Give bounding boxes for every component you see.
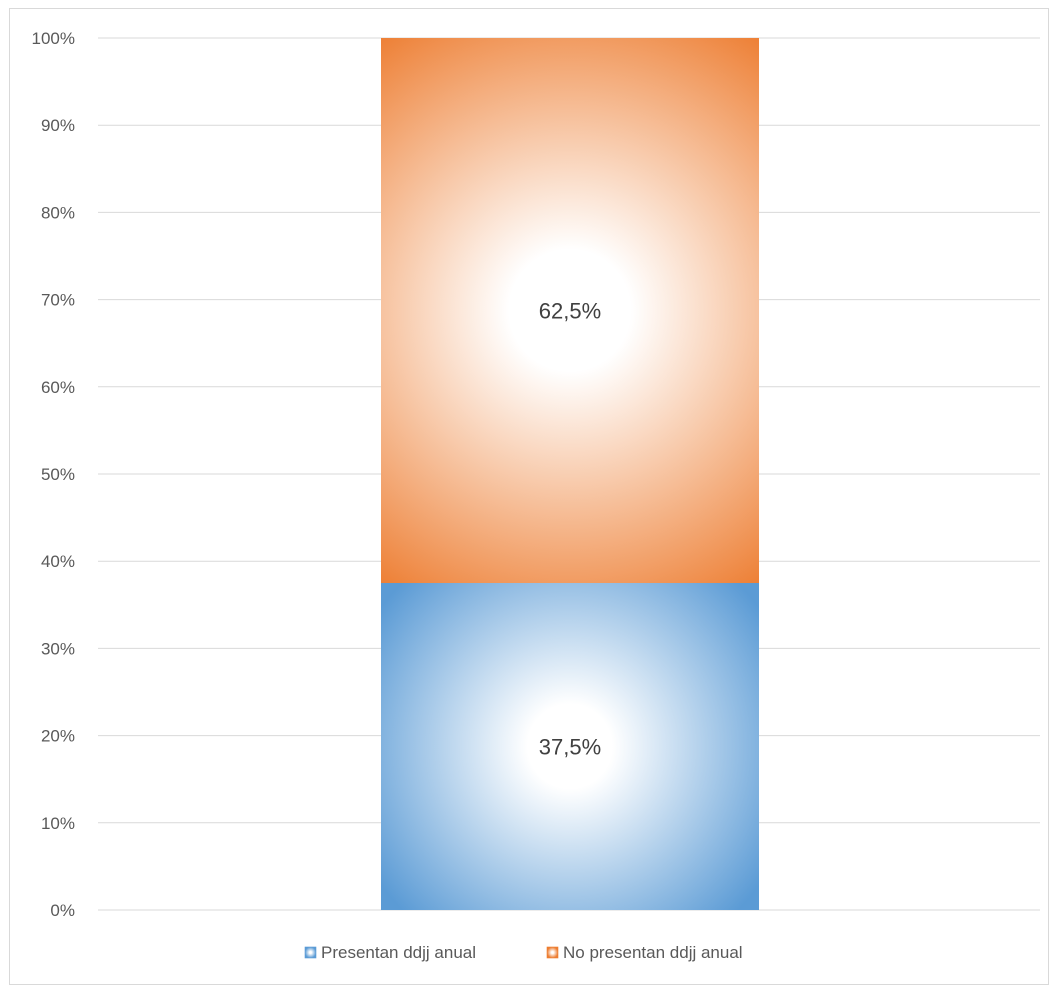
y-tick-label: 30% [41, 639, 75, 658]
bar-segments [381, 38, 759, 910]
data-label: 37,5% [539, 735, 601, 760]
y-axis-tick-labels: 0% 10% 20% 30% 40% 50% 60% 70% 80% 90% 100% [32, 29, 75, 920]
y-tick-label: 10% [41, 814, 75, 833]
y-tick-label: 50% [41, 465, 75, 484]
y-tick-label: 60% [41, 378, 75, 397]
legend: Presentan ddjj anual No presentan ddjj an… [304, 943, 743, 962]
legend-swatch [546, 946, 559, 959]
legend-swatch [304, 946, 317, 959]
y-tick-label: 70% [41, 291, 75, 310]
legend-label: Presentan ddjj anual [321, 943, 476, 962]
y-tick-label: 80% [41, 203, 75, 222]
bar-segment-presentan [381, 583, 759, 910]
bar-segment-no-presentan [381, 38, 759, 583]
y-tick-label: 100% [32, 29, 75, 48]
y-tick-label: 40% [41, 552, 75, 571]
y-tick-label: 0% [50, 901, 75, 920]
data-labels: 37,5% 62,5% [539, 299, 601, 760]
data-label: 62,5% [539, 299, 601, 324]
y-tick-label: 90% [41, 116, 75, 135]
y-tick-label: 20% [41, 727, 75, 746]
legend-label: No presentan ddjj anual [563, 943, 743, 962]
